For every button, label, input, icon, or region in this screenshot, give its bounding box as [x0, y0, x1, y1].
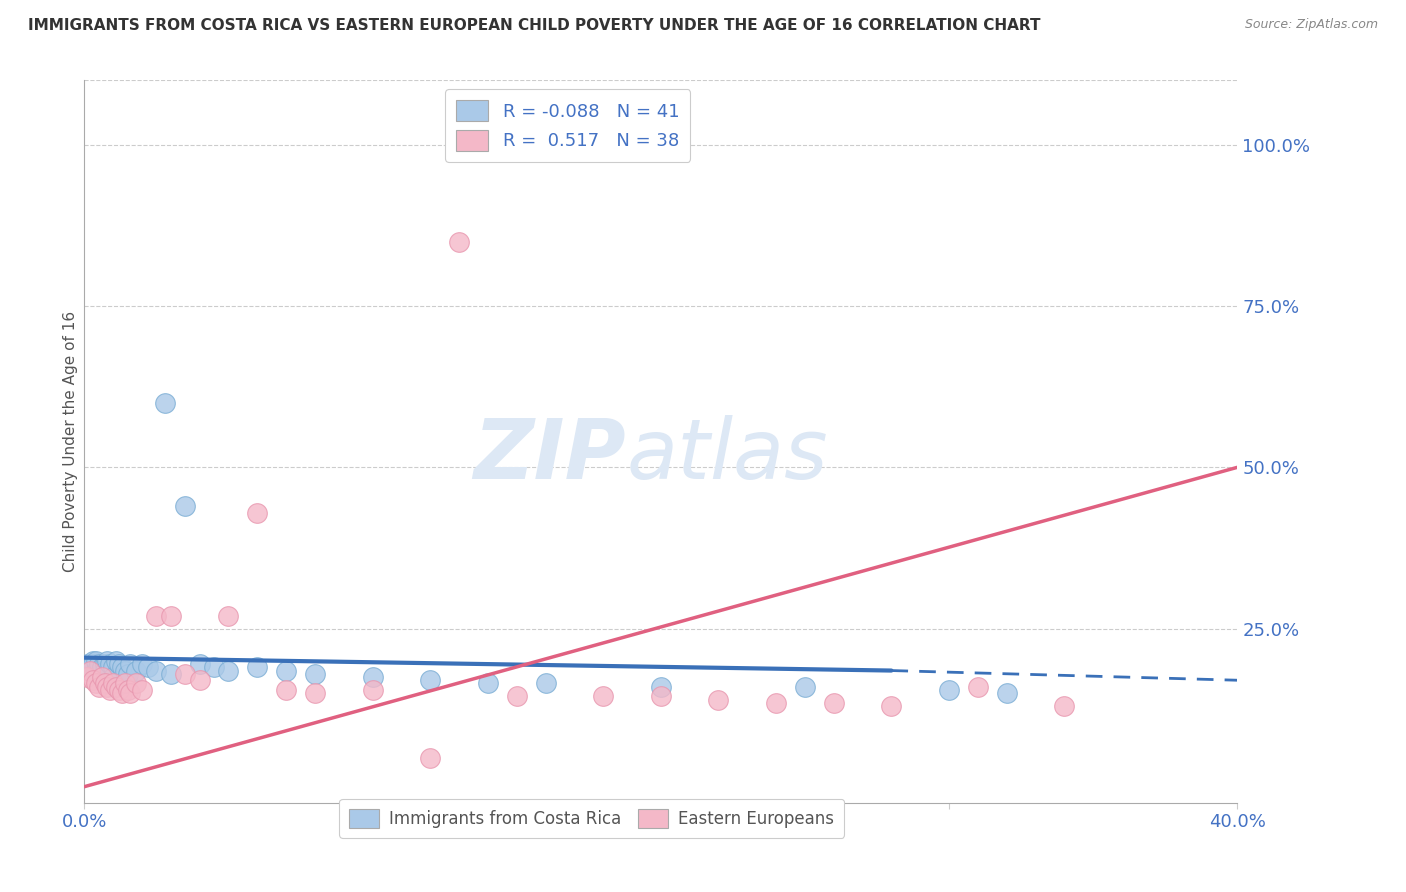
Point — [117, 682, 139, 697]
Point — [111, 660, 134, 674]
Legend: Immigrants from Costa Rica, Eastern Europeans: Immigrants from Costa Rica, Eastern Euro… — [339, 798, 844, 838]
Point — [174, 666, 197, 681]
Point — [1053, 699, 1076, 714]
Point — [419, 750, 441, 764]
Point — [125, 676, 148, 690]
Point — [823, 696, 845, 710]
Point — [96, 654, 118, 668]
Point — [93, 657, 115, 672]
Point — [82, 654, 104, 668]
Point — [145, 664, 167, 678]
Point — [93, 664, 115, 678]
Point — [98, 657, 121, 672]
Point — [174, 499, 197, 513]
Point — [361, 670, 384, 684]
Text: IMMIGRANTS FROM COSTA RICA VS EASTERN EUROPEAN CHILD POVERTY UNDER THE AGE OF 16: IMMIGRANTS FROM COSTA RICA VS EASTERN EU… — [28, 18, 1040, 33]
Point — [120, 686, 142, 700]
Point — [246, 506, 269, 520]
Point — [105, 680, 128, 694]
Point — [76, 670, 98, 684]
Point — [96, 680, 118, 694]
Point — [84, 654, 107, 668]
Point — [87, 657, 110, 672]
Point — [995, 686, 1018, 700]
Point — [650, 680, 672, 694]
Point — [79, 660, 101, 674]
Point — [153, 396, 176, 410]
Point — [108, 657, 131, 672]
Point — [117, 666, 139, 681]
Point — [84, 664, 107, 678]
Point — [111, 686, 134, 700]
Point — [276, 682, 298, 697]
Point — [188, 673, 211, 688]
Point — [160, 666, 183, 681]
Point — [82, 673, 104, 688]
Point — [108, 682, 131, 697]
Point — [477, 676, 499, 690]
Point — [82, 657, 104, 672]
Point — [506, 690, 529, 704]
Point — [218, 608, 240, 623]
Text: Source: ZipAtlas.com: Source: ZipAtlas.com — [1244, 18, 1378, 31]
Text: ZIP: ZIP — [474, 416, 626, 497]
Point — [188, 657, 211, 672]
Point — [120, 657, 142, 672]
Point — [87, 680, 110, 694]
Text: atlas: atlas — [626, 416, 828, 497]
Point — [145, 608, 167, 623]
Point — [419, 673, 441, 688]
Point — [765, 696, 787, 710]
Point — [880, 699, 903, 714]
Point — [125, 664, 148, 678]
Point — [90, 660, 112, 674]
Point — [131, 682, 153, 697]
Point — [707, 692, 730, 706]
Point — [592, 690, 614, 704]
Point — [650, 690, 672, 704]
Point — [76, 657, 98, 672]
Point — [131, 657, 153, 672]
Point — [79, 664, 101, 678]
Point — [534, 676, 557, 690]
Point — [449, 235, 471, 249]
Point — [105, 654, 128, 668]
Point — [114, 664, 136, 678]
Point — [794, 680, 817, 694]
Point — [304, 666, 326, 681]
Point — [276, 664, 298, 678]
Y-axis label: Child Poverty Under the Age of 16: Child Poverty Under the Age of 16 — [63, 311, 77, 572]
Point — [98, 682, 121, 697]
Point — [103, 670, 124, 684]
Point — [93, 676, 115, 690]
Point — [967, 680, 990, 694]
Point — [246, 660, 269, 674]
Point — [160, 608, 183, 623]
Point — [202, 660, 225, 674]
Point — [361, 682, 384, 697]
Point — [136, 660, 159, 674]
Point — [114, 676, 136, 690]
Point — [103, 660, 124, 674]
Point — [304, 686, 326, 700]
Point — [218, 664, 240, 678]
Point — [90, 670, 112, 684]
Point — [103, 676, 124, 690]
Point — [938, 682, 960, 697]
Point — [84, 676, 107, 690]
